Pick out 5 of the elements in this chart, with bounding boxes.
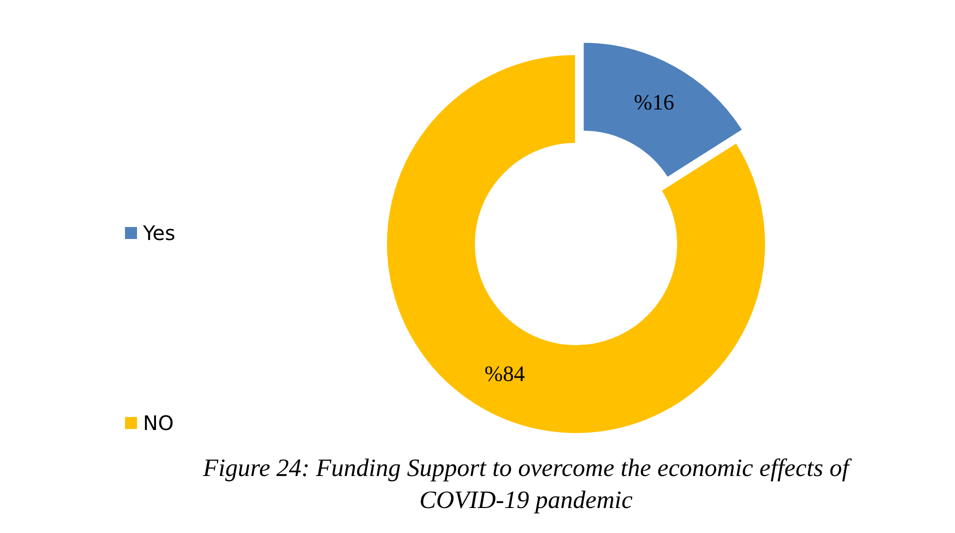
- data-label: %16: [634, 89, 674, 114]
- caption: Figure 24: Funding Support to overcome the economic effects of COVID-19 pandemic: [202, 454, 853, 516]
- legend-label: NO: [143, 411, 174, 435]
- legend-label: Yes: [142, 221, 176, 245]
- data-label: %84: [484, 361, 525, 386]
